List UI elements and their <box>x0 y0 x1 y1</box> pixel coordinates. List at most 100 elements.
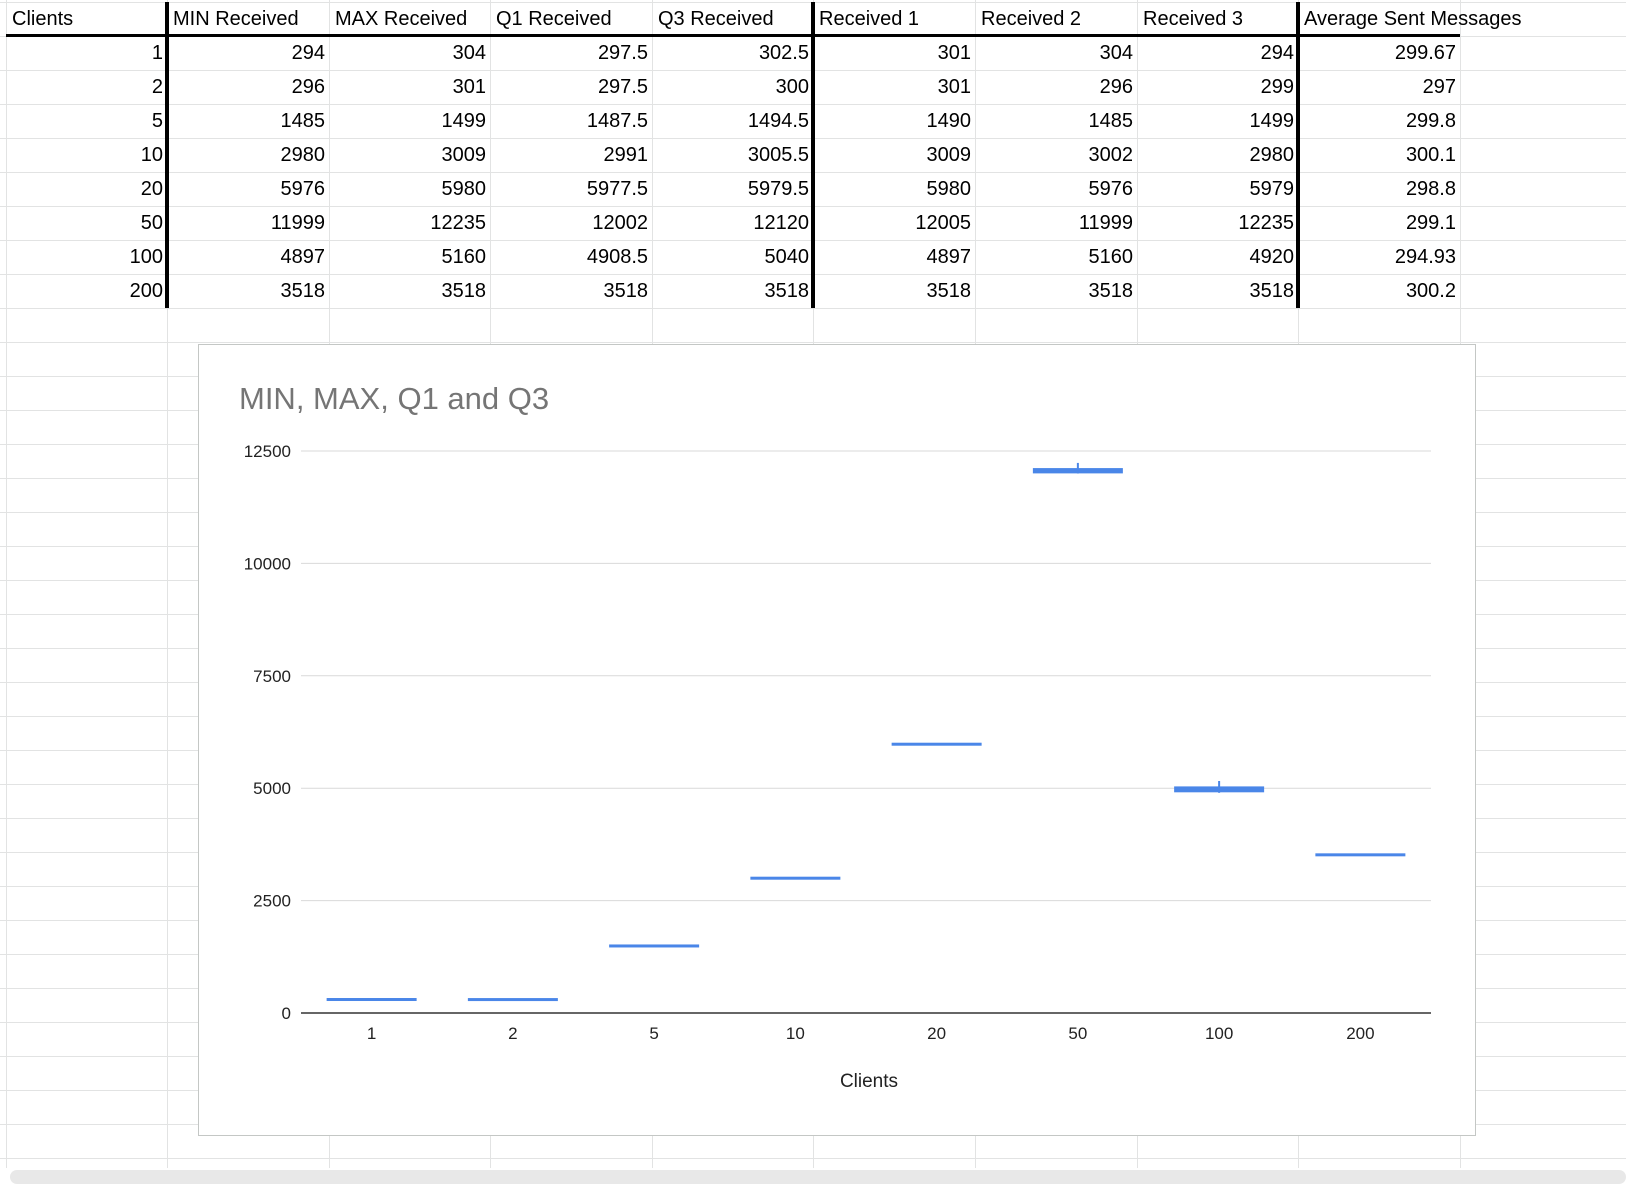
table-cell[interactable]: 1485 <box>1088 110 1134 132</box>
table-cell[interactable]: 3009 <box>926 144 972 166</box>
x-tick-label: 5 <box>649 1024 658 1043</box>
table-cell[interactable]: 296 <box>1099 76 1133 98</box>
y-tick-label: 10000 <box>244 554 291 573</box>
table-cell[interactable]: 3518 <box>1249 280 1295 302</box>
candle-body[interactable] <box>1174 786 1265 793</box>
candle-body[interactable] <box>750 876 841 880</box>
candlestick-chart[interactable]: MIN, MAX, Q1 and Q3 Clients 0 2500 5000 750… <box>198 344 1476 1136</box>
column-header[interactable]: Received 2 <box>981 8 1082 30</box>
table-cell[interactable]: 294.93 <box>1394 246 1456 268</box>
table-cell[interactable]: 50 <box>140 212 163 234</box>
table-cell[interactable]: 5160 <box>1088 246 1134 268</box>
table-cell[interactable]: 1499 <box>441 110 487 132</box>
column-header[interactable]: Q1 Received <box>496 8 612 30</box>
table-cell[interactable]: 3518 <box>280 280 326 302</box>
table-cell[interactable]: 299.67 <box>1394 42 1456 64</box>
table-cell[interactable]: 301 <box>937 76 971 98</box>
table-cell[interactable]: 2 <box>151 76 163 98</box>
x-tick-label: 20 <box>927 1024 946 1043</box>
column-header[interactable]: Q3 Received <box>658 8 774 30</box>
table-cell[interactable]: 1485 <box>280 110 326 132</box>
table-cell[interactable]: 1487.5 <box>586 110 648 132</box>
table-cell[interactable]: 297.5 <box>597 76 648 98</box>
candle-body[interactable] <box>326 998 417 1002</box>
table-cell[interactable]: 5980 <box>441 178 487 200</box>
table-cell[interactable]: 301 <box>937 42 971 64</box>
table-cell[interactable]: 100 <box>129 246 163 268</box>
x-tick-label: 200 <box>1346 1024 1374 1043</box>
column-header[interactable]: Received 3 <box>1143 8 1244 30</box>
table-cell[interactable]: 4897 <box>926 246 972 268</box>
candle-body[interactable] <box>467 998 558 1002</box>
table-cell[interactable]: 296 <box>291 76 325 98</box>
table-cell[interactable]: 5980 <box>926 178 972 200</box>
table-cell[interactable]: 3518 <box>1088 280 1134 302</box>
table-cell[interactable]: 10 <box>140 144 163 166</box>
table-cell[interactable]: 304 <box>452 42 486 64</box>
table-cell[interactable]: 299.8 <box>1405 110 1456 132</box>
column-group-border <box>165 2 169 308</box>
table-cell[interactable]: 12235 <box>1238 212 1294 234</box>
table-cell[interactable]: 300 <box>775 76 809 98</box>
table-cell[interactable]: 200 <box>129 280 163 302</box>
table-cell[interactable]: 1494.5 <box>747 110 809 132</box>
table-cell[interactable]: 300.1 <box>1405 144 1456 166</box>
table-cell[interactable]: 4908.5 <box>586 246 648 268</box>
column-header[interactable]: MAX Received <box>335 8 468 30</box>
column-header[interactable]: Average Sent Messages <box>1304 8 1522 30</box>
table-cell[interactable]: 4920 <box>1249 246 1295 268</box>
table-cell[interactable]: 3518 <box>926 280 972 302</box>
table-cell[interactable]: 5977.5 <box>586 178 648 200</box>
table-cell[interactable]: 2991 <box>603 144 649 166</box>
candle-body[interactable] <box>1315 853 1406 857</box>
table-cell[interactable]: 5976 <box>280 178 326 200</box>
table-cell[interactable]: 11999 <box>270 212 325 234</box>
table-cell[interactable]: 297 <box>1422 76 1456 98</box>
table-cell[interactable]: 3005.5 <box>747 144 809 166</box>
table-cell[interactable]: 299.1 <box>1405 212 1456 234</box>
column-group-border <box>811 2 815 308</box>
table-cell[interactable]: 299 <box>1260 76 1294 98</box>
table-cell[interactable]: 5976 <box>1088 178 1134 200</box>
column-header[interactable]: Received 1 <box>819 8 920 30</box>
candle-body[interactable] <box>1032 468 1123 474</box>
table-cell[interactable]: 5979 <box>1249 178 1295 200</box>
table-cell[interactable]: 4897 <box>280 246 326 268</box>
table-cell[interactable]: 3518 <box>764 280 810 302</box>
column-header[interactable]: Clients <box>12 8 74 30</box>
table-cell[interactable]: 300.2 <box>1405 280 1456 302</box>
table-cell[interactable]: 12235 <box>430 212 486 234</box>
table-cell[interactable]: 304 <box>1099 42 1133 64</box>
table-cell[interactable]: 298.8 <box>1405 178 1456 200</box>
table-cell[interactable]: 12002 <box>592 212 648 234</box>
table-cell[interactable]: 5979.5 <box>747 178 809 200</box>
table-cell[interactable]: 2980 <box>280 144 326 166</box>
table-cell[interactable]: 3009 <box>441 144 487 166</box>
column-header[interactable]: MIN Received <box>173 8 299 30</box>
candle-body[interactable] <box>609 944 700 948</box>
table-cell[interactable]: 3002 <box>1088 144 1134 166</box>
table-cell[interactable]: 297.5 <box>597 42 648 64</box>
table-cell[interactable]: 5 <box>151 110 163 132</box>
table-cell[interactable]: 5160 <box>441 246 487 268</box>
horizontal-scrollbar[interactable] <box>10 1170 1626 1184</box>
table-cell[interactable]: 1 <box>151 42 163 64</box>
table-cell[interactable]: 1499 <box>1249 110 1295 132</box>
table-cell[interactable]: 294 <box>291 42 325 64</box>
table-cell[interactable]: 2980 <box>1249 144 1295 166</box>
table-cell[interactable]: 11999 <box>1078 212 1133 234</box>
table-cell[interactable]: 12120 <box>753 212 809 234</box>
y-tick-label: 7500 <box>253 667 291 686</box>
table-cell[interactable]: 3518 <box>441 280 487 302</box>
x-tick-label: 100 <box>1205 1024 1233 1043</box>
table-cell[interactable]: 5040 <box>764 246 810 268</box>
table-cell[interactable]: 302.5 <box>758 42 809 64</box>
table-cell[interactable]: 1490 <box>926 110 972 132</box>
column-group-border <box>1296 2 1300 308</box>
table-cell[interactable]: 294 <box>1260 42 1294 64</box>
table-cell[interactable]: 3518 <box>603 280 649 302</box>
table-cell[interactable]: 301 <box>452 76 486 98</box>
table-cell[interactable]: 12005 <box>915 212 971 234</box>
candle-body[interactable] <box>891 742 982 746</box>
table-cell[interactable]: 20 <box>140 178 163 200</box>
